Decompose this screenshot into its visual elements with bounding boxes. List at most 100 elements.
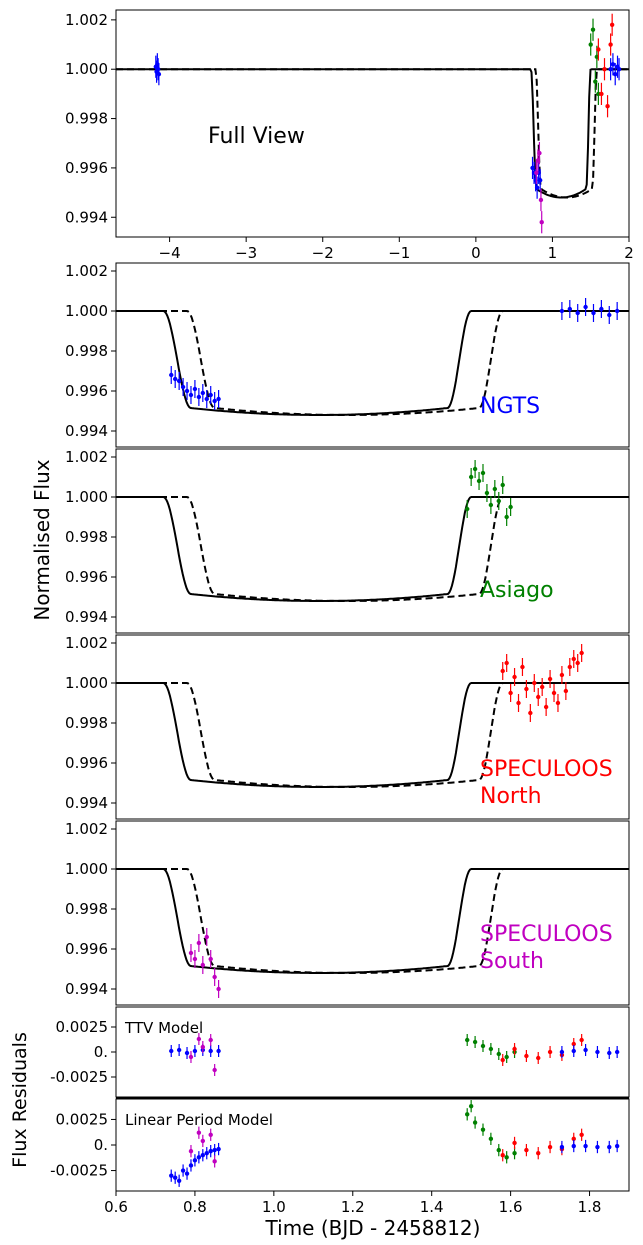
data-point: [188, 1148, 194, 1154]
data-point: [571, 656, 576, 662]
y-tick-label: 1.002: [65, 262, 108, 280]
data-point: [520, 664, 525, 670]
data-point: [504, 1155, 509, 1160]
data-point: [614, 1143, 620, 1149]
panel-frame: [115, 9, 630, 238]
data-point: [534, 170, 539, 176]
data-point: [599, 91, 604, 97]
y-tick-label: 0.: [94, 1043, 108, 1061]
data-point: [212, 1159, 217, 1164]
data-point: [488, 1046, 494, 1052]
data-point: [208, 392, 213, 398]
y-tick-label: 0.996: [65, 568, 108, 586]
data-point: [192, 386, 198, 392]
data-point: [537, 150, 542, 156]
data-point: [196, 940, 202, 946]
y-tick-label: 0.998: [65, 342, 108, 360]
data-point: [538, 197, 544, 203]
data-point: [216, 986, 221, 992]
data-point: [605, 104, 610, 109]
x-tick-label: 1.6: [499, 1198, 523, 1216]
model-dashed: [116, 868, 629, 974]
data-point: [500, 1057, 505, 1063]
data-point: [172, 1175, 178, 1180]
data-point: [188, 950, 194, 956]
x-tick-label: 0.8: [183, 1198, 207, 1216]
data-point: [176, 378, 182, 384]
data-point: [583, 1047, 588, 1053]
data-point: [579, 1037, 584, 1043]
data-point: [200, 1044, 206, 1050]
data-point: [571, 1048, 576, 1054]
data-point: [547, 676, 553, 682]
data-point: [524, 686, 529, 692]
data-point: [534, 185, 540, 190]
y-tick-label: 1.002: [65, 634, 108, 652]
y-tick-label: 0.996: [65, 159, 108, 177]
data-point: [508, 504, 513, 510]
data-point: [496, 498, 501, 504]
data-point: [472, 466, 478, 472]
panel-residuals-linear: 0.0025 0. -0.0025 0.6 0.8 1.0 1.2 1.4 1.6 1.8 Line…: [50, 1096, 630, 1216]
data-point: [192, 956, 198, 962]
data-point: [528, 710, 533, 716]
data-point: [591, 310, 596, 316]
y-tick-label: -0.0025: [50, 1068, 108, 1086]
data-point: [216, 396, 221, 402]
data-point: [512, 1150, 517, 1156]
data-point: [200, 1138, 206, 1144]
panel-label: SPECULOOS: [480, 757, 613, 782]
data-point: [155, 67, 161, 72]
data-point: [595, 1049, 600, 1055]
data-point: [610, 62, 616, 67]
x-tick-label: −2: [312, 244, 334, 262]
data-point: [567, 306, 573, 312]
y-tick-label: 0.994: [65, 422, 108, 440]
data-point: [480, 470, 486, 476]
data-point: [176, 1178, 182, 1183]
data-point: [613, 71, 618, 77]
data-point: [567, 664, 573, 670]
panel-frame: [115, 820, 630, 1006]
data-point: [208, 956, 213, 962]
data-point: [216, 1146, 221, 1152]
data-point: [608, 67, 613, 72]
data-point: [208, 1037, 213, 1043]
data-point: [476, 478, 482, 484]
y-tick-label: 1.000: [65, 860, 108, 878]
data-point: [593, 79, 598, 84]
data-point: [609, 22, 615, 28]
data-point: [196, 1130, 202, 1135]
data-point: [500, 482, 505, 488]
data-point: [156, 71, 162, 77]
x-tick-label: 2: [624, 244, 634, 262]
data-point: [488, 1136, 494, 1142]
data-point: [468, 1103, 474, 1109]
data-point: [575, 310, 580, 316]
data-point: [200, 1153, 206, 1158]
y-axis-label-normalised-flux: Normalised Flux: [30, 459, 54, 620]
panel-label-line2: South: [480, 949, 544, 974]
data-point: [492, 486, 498, 492]
data-point: [208, 1048, 213, 1054]
data-point: [524, 1147, 529, 1153]
y-tick-label: 0.998: [65, 528, 108, 546]
panels-group: 0.994 0.996 0.998 1.000 1.002 −4 −3 −2 −1 0 1 2 Full…: [50, 9, 634, 1216]
data-point: [571, 1041, 576, 1047]
data-point: [212, 1067, 217, 1073]
data-point: [204, 396, 209, 402]
data-point: [196, 1036, 202, 1042]
x-axis-label: Time (BJD - 2458812): [265, 1216, 481, 1240]
data-point: [596, 47, 601, 52]
data-point: [468, 474, 474, 480]
data-point: [188, 1163, 194, 1168]
data-point: [212, 398, 217, 404]
data-point: [204, 1150, 209, 1156]
data-point: [180, 384, 186, 390]
x-tick-label: 1.4: [420, 1198, 444, 1216]
y-tick-label: 0.994: [65, 980, 108, 998]
data-point: [484, 490, 490, 496]
data-point: [524, 1053, 529, 1059]
y-tick-label: 0.0025: [56, 1018, 109, 1036]
data-point: [551, 690, 557, 696]
